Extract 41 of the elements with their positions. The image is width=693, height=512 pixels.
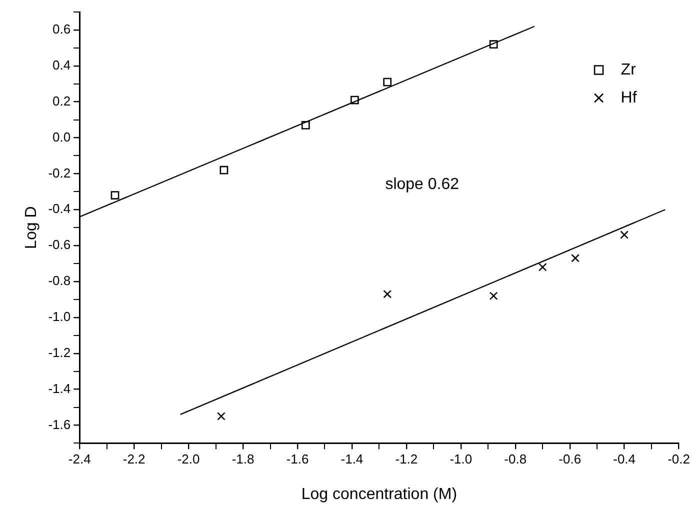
y-tick-label: -1.4 <box>48 380 71 396</box>
x-tick-label: -1.6 <box>286 452 309 467</box>
y-axis-title: Log D <box>23 206 40 249</box>
point <box>220 166 228 174</box>
y-tick-label: 0.6 <box>52 22 71 37</box>
y-tick-label: -1.0 <box>48 309 71 324</box>
point <box>383 290 392 298</box>
legend-label: Hf <box>620 89 638 106</box>
point <box>620 230 629 239</box>
y-tick-label: -1.2 <box>48 344 71 360</box>
point <box>489 40 498 49</box>
legend-label: Zr <box>620 61 637 78</box>
y-tick-label: 0.4 <box>52 57 71 72</box>
x-tick-label: -1.4 <box>340 452 364 467</box>
point <box>571 254 580 262</box>
point <box>350 96 359 104</box>
point <box>110 191 120 200</box>
x-tick-label: -2.4 <box>68 452 91 467</box>
y-tick-label: 0.0 <box>52 129 71 144</box>
point <box>538 262 547 272</box>
x-axis-title: Log concentration (M) <box>301 486 458 503</box>
x-tick-label: -0.2 <box>668 452 690 467</box>
x-tick-label: -0.8 <box>504 452 527 467</box>
point <box>383 78 392 86</box>
point <box>301 121 310 130</box>
x-tick-label: -2.0 <box>177 452 200 467</box>
x-tick-label: -1.0 <box>450 452 472 467</box>
y-tick-label: -0.4 <box>48 201 71 216</box>
x-tick-label: -0.4 <box>613 452 636 467</box>
x-tick-label: -0.6 <box>558 452 582 467</box>
y-tick-label: -0.6 <box>48 237 71 252</box>
y-tick-label: -1.6 <box>48 416 71 432</box>
y-tick-label: -0.8 <box>48 273 71 288</box>
point <box>489 292 498 300</box>
y-tick-label: -0.2 <box>48 165 71 180</box>
x-tick-label: -1.2 <box>395 452 418 467</box>
y-tick-label: 0.2 <box>52 93 71 108</box>
annotation: slope 0.62 <box>385 176 460 193</box>
point <box>217 412 226 420</box>
x-tick-label: -2.2 <box>122 452 146 467</box>
x-tick-label: -1.8 <box>232 452 254 467</box>
